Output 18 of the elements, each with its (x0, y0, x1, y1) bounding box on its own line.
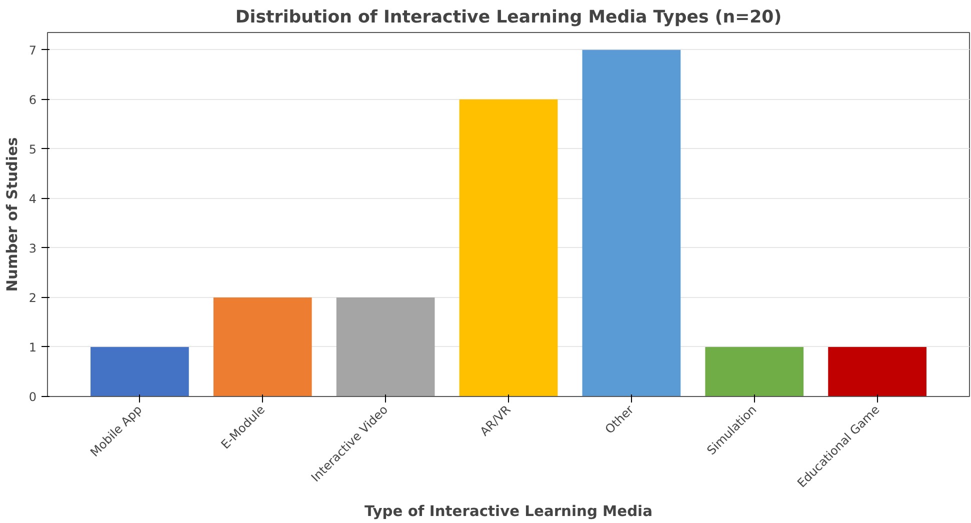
x-axis-title: Type of Interactive Learning Media (364, 503, 652, 520)
chart-title: Distribution of Interactive Learning Media Types (n=20) (235, 8, 782, 28)
bar (459, 99, 558, 396)
y-tick-label: 5 (28, 142, 37, 156)
y-tick-label: 6 (28, 92, 37, 107)
bar (705, 346, 804, 396)
y-tick-label: 7 (28, 43, 37, 58)
y-tick-label: 2 (28, 290, 37, 305)
bar (213, 297, 312, 396)
bar (828, 346, 926, 396)
y-tick-label: 4 (28, 192, 37, 206)
y-tick-label: 0 (28, 390, 37, 404)
bar (336, 297, 435, 396)
y-tick-label: 1 (28, 340, 37, 354)
bar (582, 50, 681, 396)
bar (90, 346, 189, 396)
y-axis-title: Number of Studies (4, 136, 21, 292)
y-tick-label: 3 (28, 241, 37, 256)
